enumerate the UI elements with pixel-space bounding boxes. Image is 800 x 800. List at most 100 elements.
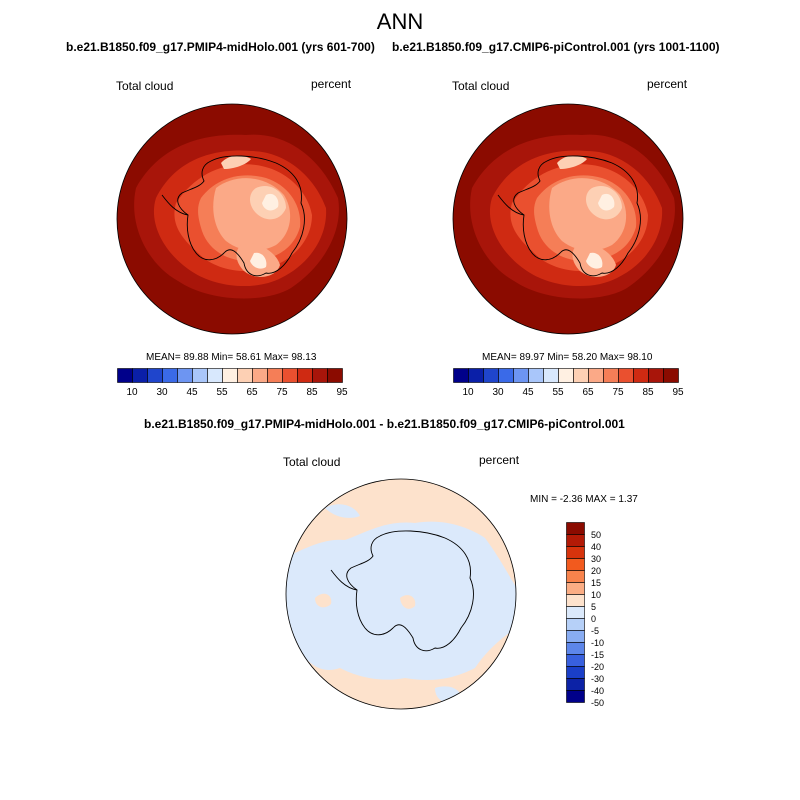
negative-patch-1: [325, 504, 360, 518]
right-colorbar-box: [498, 368, 514, 383]
left-colorbar-box: [177, 368, 193, 383]
cloud-patch: [557, 155, 587, 169]
right-stats-text: MEAN= 89.97 Min= 58.20 Max= 98.10: [482, 352, 653, 363]
left-colorbar-box: [162, 368, 178, 383]
right-colorbar-box: [558, 368, 574, 383]
left-colorbar-box: [327, 368, 343, 383]
diff-colorbar-label: -5: [591, 626, 599, 636]
left-colorbar-box: [282, 368, 298, 383]
diff-colorbar-box: [566, 618, 585, 631]
antarctica-coastline: [177, 155, 305, 277]
peninsula-coastline: [330, 569, 358, 591]
diff-colorbar-label: -50: [591, 698, 604, 708]
diff-units-label: percent: [479, 453, 520, 467]
diff-colorbar-label: 10: [591, 590, 601, 600]
antarctica-coastline: [346, 530, 474, 652]
diff-polar-map: [285, 478, 517, 710]
left-colorbar-box: [252, 368, 268, 383]
season-title: ANN: [376, 9, 424, 34]
antarctica-coastline: [513, 155, 641, 277]
right-case-title: b.e21.B1850.f09_g17.CMIP6-piControl.001 …: [392, 40, 720, 54]
right-units-label: percent: [647, 77, 688, 91]
diff-colorbar-box: [566, 690, 585, 703]
diff-colorbar-label: 30: [591, 554, 601, 564]
diff-case-title: b.e21.B1850.f09_g17.PMIP4-midHolo.001 - …: [144, 417, 625, 431]
diff-colorbar-box: [566, 654, 585, 667]
diff-colorbar-box: [566, 606, 585, 619]
diff-colorbar-label: 50: [591, 530, 601, 540]
left-colorbar-tick: 45: [186, 387, 198, 398]
diff-colorbar-label: -15: [591, 650, 604, 660]
right-colorbar-box: [573, 368, 589, 383]
cloud-minimum-2: [586, 252, 603, 269]
left-colorbar-box: [192, 368, 208, 383]
right-variable-label: Total cloud: [452, 79, 510, 93]
diff-colorbar-box: [566, 630, 585, 643]
left-colorbar-box: [147, 368, 163, 383]
left-units-label: percent: [311, 77, 352, 91]
left-colorbar-tick: 75: [276, 387, 288, 398]
right-polar-map: [452, 103, 684, 335]
left-colorbar-tick: 10: [126, 387, 138, 398]
diff-colorbar-box: [566, 558, 585, 571]
left-colorbar-box: [237, 368, 253, 383]
right-colorbar-tick: 10: [462, 387, 474, 398]
positive-patch-1: [315, 593, 332, 608]
diff-colorbar-box: [566, 582, 585, 595]
left-colorbar-box: [297, 368, 313, 383]
right-colorbar-box: [648, 368, 664, 383]
cloud-minimum: [598, 193, 615, 211]
diff-colorbar-label: 20: [591, 566, 601, 576]
right-colorbar-box: [528, 368, 544, 383]
left-colorbar-box: [117, 368, 133, 383]
right-colorbar-box: [468, 368, 484, 383]
cloud-patch: [221, 155, 251, 169]
left-variable-label: Total cloud: [116, 79, 174, 93]
left-polar-map: [116, 103, 348, 335]
diff-colorbar-box: [566, 546, 585, 559]
diff-colorbar-label: 0: [591, 614, 596, 624]
left-colorbar-tick: 65: [246, 387, 258, 398]
cloud-minimum-2: [250, 252, 267, 269]
right-colorbar-box: [543, 368, 559, 383]
left-colorbar-box: [222, 368, 238, 383]
diff-variable-label: Total cloud: [283, 455, 341, 469]
diff-colorbar-label: 5: [591, 602, 596, 612]
left-stats-text: MEAN= 89.88 Min= 58.61 Max= 98.13: [146, 352, 317, 363]
left-colorbar-tick: 95: [336, 387, 348, 398]
left-colorbar-tick: 55: [216, 387, 228, 398]
left-colorbar: 10 30 45 55 65 75 85 95: [117, 368, 348, 398]
diff-colorbar-label: -20: [591, 662, 604, 672]
diff-colorbar-label: -10: [591, 638, 604, 648]
right-colorbar-box: [603, 368, 619, 383]
left-colorbar-box: [132, 368, 148, 383]
right-colorbar-tick: 85: [642, 387, 654, 398]
right-colorbar-box: [483, 368, 499, 383]
right-colorbar-box: [663, 368, 679, 383]
left-colorbar-box: [207, 368, 223, 383]
right-colorbar-box: [588, 368, 604, 383]
right-colorbar-box: [513, 368, 529, 383]
left-case-title: b.e21.B1850.f09_g17.PMIP4-midHolo.001 (y…: [66, 40, 375, 54]
right-colorbar-tick: 95: [672, 387, 684, 398]
diff-colorbar-box: [566, 570, 585, 583]
diff-colorbar-box: [566, 678, 585, 691]
left-colorbar-box: [312, 368, 328, 383]
left-colorbar-box: [267, 368, 283, 383]
right-colorbar-tick: 45: [522, 387, 534, 398]
diff-colorbar-label: -30: [591, 674, 604, 684]
left-colorbar-tick: 30: [156, 387, 168, 398]
right-colorbar-box: [633, 368, 649, 383]
peninsula-coastline: [161, 194, 189, 216]
diff-colorbar-label: 15: [591, 578, 601, 588]
right-colorbar-tick: 75: [612, 387, 624, 398]
left-colorbar-tick: 85: [306, 387, 318, 398]
right-colorbar-box: [618, 368, 634, 383]
diff-colorbar-box: [566, 666, 585, 679]
cloud-minimum: [262, 193, 279, 211]
diff-colorbar-label: -40: [591, 686, 604, 696]
diff-colorbar-box: [566, 642, 585, 655]
right-colorbar-box: [453, 368, 469, 383]
right-colorbar-tick: 55: [552, 387, 564, 398]
